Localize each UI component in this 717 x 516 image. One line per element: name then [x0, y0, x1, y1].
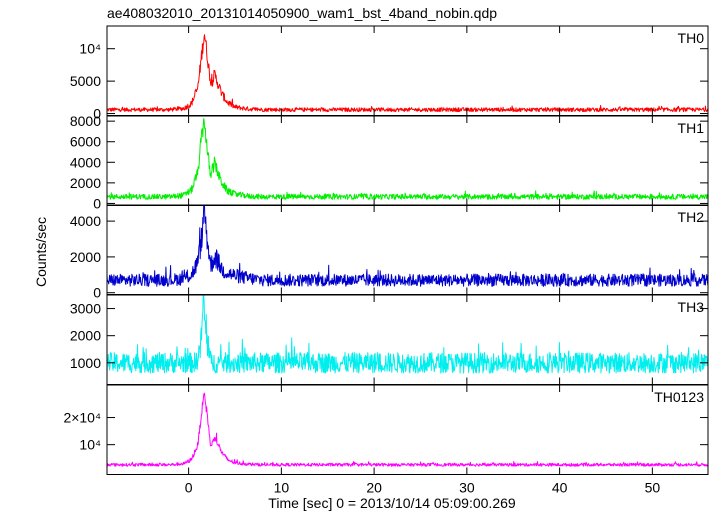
y-axis-title: Counts/sec [33, 217, 49, 287]
y-tick-label: 10⁴ [79, 41, 101, 57]
panels-group: 0 5000 10⁴ TH0 0 2000 4000 6000 8000 TH1 0 2000 4000… [63, 25, 709, 496]
y-tick-label: 2000 [70, 175, 101, 191]
panel-label-th1: TH1 [678, 120, 705, 136]
panel-label-th0123: TH0123 [654, 389, 704, 405]
x-tick-label: 0 [185, 480, 193, 496]
y-tick-label: 3000 [70, 301, 101, 317]
y-tick-label: 4000 [70, 154, 101, 170]
y-tick-label: 2000 [70, 249, 101, 265]
y-tick-label: 5000 [70, 73, 101, 89]
trace-th2 [106, 204, 709, 287]
x-tick-label: 20 [366, 480, 382, 496]
x-tick-label: 50 [645, 480, 661, 496]
y-tick-label: 1000 [70, 355, 101, 371]
trace-th1 [106, 118, 709, 200]
x-tick-label: 40 [552, 480, 568, 496]
panel-frame-th0 [106, 25, 709, 116]
x-tick-label: 10 [274, 480, 290, 496]
panel-label-th0: TH0 [678, 30, 705, 46]
y-tick-label: 6000 [70, 134, 101, 150]
chart-title: ae408032010_20131014050900_wam1_bst_4ban… [107, 5, 497, 21]
y-tick-label: 0 [93, 285, 101, 301]
y-tick-label: 2×10⁴ [63, 410, 101, 426]
y-tick-label: 2000 [70, 328, 101, 344]
y-tick-label: 4000 [70, 213, 101, 229]
trace-th0 [106, 34, 709, 113]
x-axis-title: Time [sec] 0 = 2013/10/14 05:09:00.269 [268, 495, 516, 511]
y-tick-label: 8000 [70, 113, 101, 129]
panel-frame-th0123 [106, 384, 709, 475]
y-tick-label: 0 [93, 106, 101, 122]
panel-frame-th1 [106, 115, 709, 206]
x-tick-label: 30 [459, 480, 475, 496]
y-tick-label: 10⁴ [79, 437, 101, 453]
panel-label-th3: TH3 [678, 299, 705, 315]
trace-th3 [106, 294, 709, 374]
y-tick-label: 0 [93, 195, 101, 211]
panel-label-th2: TH2 [678, 209, 705, 225]
trace-th0123 [106, 392, 709, 467]
